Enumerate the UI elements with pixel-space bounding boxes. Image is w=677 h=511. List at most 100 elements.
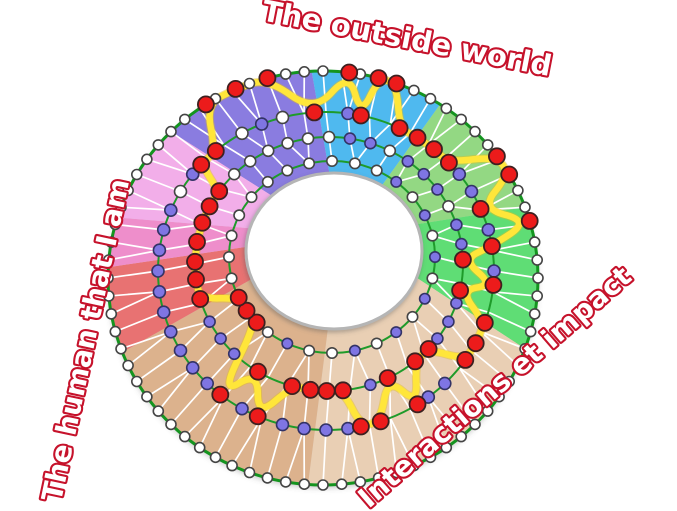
- wheel-node[interactable]: [193, 441, 206, 454]
- wheel-node[interactable]: [209, 451, 222, 464]
- wheel-node[interactable]: [297, 421, 311, 436]
- wheel-node[interactable]: [109, 218, 122, 231]
- wheel-node[interactable]: [223, 251, 236, 264]
- wheel-node[interactable]: [519, 342, 531, 355]
- wheel-node[interactable]: [531, 290, 544, 302]
- wheel-node[interactable]: [408, 459, 420, 472]
- wheel-node[interactable]: [455, 237, 468, 251]
- wheel-node[interactable]: [417, 167, 431, 181]
- wheel-node[interactable]: [227, 167, 241, 181]
- wheel-node[interactable]: [528, 308, 541, 320]
- selected-node[interactable]: [406, 352, 425, 371]
- wheel-node[interactable]: [370, 337, 383, 350]
- wheel-node[interactable]: [200, 376, 214, 391]
- wheel-node[interactable]: [343, 132, 357, 145]
- selected-node[interactable]: [487, 147, 506, 166]
- wheel-node[interactable]: [383, 144, 397, 158]
- wheel-node[interactable]: [131, 168, 143, 181]
- wheel-node[interactable]: [279, 476, 292, 488]
- wheel-node[interactable]: [455, 430, 468, 443]
- wheel-node[interactable]: [370, 164, 383, 177]
- wheel-node[interactable]: [179, 113, 191, 126]
- selected-node[interactable]: [340, 63, 359, 82]
- selected-node[interactable]: [192, 155, 211, 174]
- wheel-node[interactable]: [325, 155, 338, 168]
- wheel-node[interactable]: [152, 405, 165, 417]
- selected-node[interactable]: [305, 103, 324, 122]
- wheel-node[interactable]: [455, 113, 468, 126]
- wheel-node[interactable]: [354, 476, 367, 488]
- selected-node[interactable]: [351, 417, 370, 436]
- wheel-node[interactable]: [390, 326, 403, 339]
- wheel-node[interactable]: [406, 191, 419, 204]
- selected-node[interactable]: [378, 369, 397, 388]
- selected-node[interactable]: [283, 377, 302, 396]
- selected-node[interactable]: [371, 412, 390, 431]
- wheel-node[interactable]: [152, 139, 165, 151]
- wheel-node[interactable]: [341, 421, 355, 436]
- selected-node[interactable]: [369, 69, 388, 87]
- wheel-node[interactable]: [152, 284, 167, 299]
- selected-node[interactable]: [456, 350, 475, 369]
- wheel-node[interactable]: [426, 229, 439, 242]
- wheel-node[interactable]: [442, 315, 455, 329]
- wheel-node[interactable]: [418, 209, 431, 222]
- wheel-node[interactable]: [437, 376, 452, 391]
- selected-node[interactable]: [484, 275, 503, 294]
- selected-node[interactable]: [317, 382, 336, 400]
- selected-node[interactable]: [466, 334, 485, 353]
- wheel-node[interactable]: [141, 153, 153, 166]
- wheel-node[interactable]: [528, 236, 541, 248]
- selected-node[interactable]: [258, 69, 277, 87]
- wheel-node[interactable]: [261, 144, 275, 158]
- wheel-node[interactable]: [243, 466, 256, 479]
- selected-node[interactable]: [206, 142, 225, 160]
- wheel-node[interactable]: [115, 201, 127, 213]
- wheel-node[interactable]: [214, 332, 227, 345]
- selected-node[interactable]: [210, 182, 229, 201]
- wheel-node[interactable]: [164, 324, 178, 339]
- wheel-node[interactable]: [325, 346, 338, 359]
- wheel-node[interactable]: [464, 184, 479, 199]
- selected-node[interactable]: [453, 250, 472, 269]
- wheel-node[interactable]: [225, 272, 238, 285]
- wheel-node[interactable]: [519, 201, 531, 213]
- wheel-node[interactable]: [424, 451, 437, 464]
- selected-node[interactable]: [193, 213, 212, 232]
- selected-node[interactable]: [200, 197, 219, 216]
- wheel-node[interactable]: [503, 375, 516, 388]
- sector-green[interactable]: [416, 207, 538, 349]
- wheel-node[interactable]: [401, 155, 415, 168]
- selected-node[interactable]: [249, 362, 267, 381]
- wheel-node[interactable]: [426, 272, 439, 285]
- wheel-node[interactable]: [348, 157, 361, 170]
- wheel-node[interactable]: [235, 401, 249, 416]
- wheel-node[interactable]: [156, 305, 171, 320]
- wheel-node[interactable]: [481, 405, 494, 417]
- wheel-node[interactable]: [261, 472, 274, 484]
- selected-node[interactable]: [186, 252, 204, 271]
- wheel-node[interactable]: [105, 308, 118, 320]
- selected-node[interactable]: [419, 340, 438, 358]
- wheel-node[interactable]: [245, 191, 258, 204]
- wheel-node[interactable]: [493, 390, 505, 403]
- wheel-node[interactable]: [164, 203, 178, 217]
- wheel-node[interactable]: [317, 479, 329, 491]
- selected-node[interactable]: [226, 80, 245, 98]
- selected-node[interactable]: [390, 119, 409, 138]
- wheel-node[interactable]: [450, 296, 463, 310]
- wheel-node[interactable]: [469, 418, 481, 431]
- wheel-node[interactable]: [512, 359, 524, 372]
- wheel-node[interactable]: [152, 243, 167, 257]
- selected-node[interactable]: [408, 128, 427, 147]
- wheel-node[interactable]: [225, 229, 238, 242]
- wheel-node[interactable]: [390, 175, 403, 188]
- selected-node[interactable]: [500, 165, 519, 184]
- selected-node[interactable]: [229, 288, 248, 307]
- wheel-node[interactable]: [243, 155, 257, 168]
- wheel-node[interactable]: [227, 347, 241, 361]
- wheel-node[interactable]: [233, 209, 246, 222]
- selected-node[interactable]: [301, 380, 320, 399]
- wheel-node[interactable]: [481, 139, 494, 151]
- wheel-node[interactable]: [115, 342, 127, 355]
